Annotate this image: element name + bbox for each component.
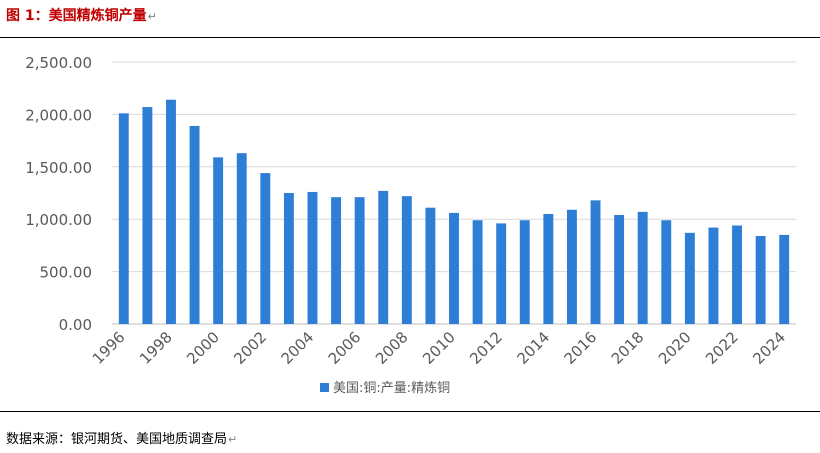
bar-2017 (614, 215, 625, 324)
bar-2007 (378, 190, 389, 324)
y-tick-label: 1,000.00 (25, 211, 92, 229)
source-text: 数据来源：银河期货、美国地质调查局 (6, 432, 228, 447)
bar-2012 (496, 223, 507, 324)
x-tick-label: 2024 (749, 328, 789, 368)
legend-swatch (320, 383, 329, 392)
bar-2003 (283, 193, 294, 324)
x-tick-label: 2020 (655, 328, 695, 368)
bar-2000 (213, 157, 224, 324)
bars (118, 99, 790, 325)
bar-2023 (755, 235, 766, 324)
copper-production-chart: 0.00 500.00 1,000.00 1,500.00 2,000.00 2,500.… (25, 54, 796, 396)
bar-2004 (307, 191, 318, 324)
bar-2018 (637, 211, 648, 324)
bar-2022 (732, 225, 742, 324)
y-tick-label: 2,000.00 (25, 106, 92, 124)
x-tick-label: 2004 (278, 328, 318, 368)
x-tick-label: 2008 (372, 328, 412, 368)
paragraph-mark-icon: ↵ (147, 10, 157, 23)
bar-2008 (401, 196, 412, 324)
bar-2015 (566, 209, 577, 324)
bar-2009 (425, 207, 436, 324)
x-tick-label: 2012 (466, 328, 506, 368)
x-tick-label: 2014 (513, 328, 553, 368)
y-tick-label: 1,500.00 (25, 159, 92, 177)
bar-2021 (708, 227, 719, 324)
bar-2005 (331, 197, 342, 324)
bar-1997 (142, 107, 153, 325)
bar-2019 (661, 220, 672, 324)
bar-1998 (166, 99, 176, 324)
legend: 美国:铜:产量:精炼铜 (320, 381, 450, 396)
x-tick-label: 2000 (183, 328, 223, 368)
bar-2016 (590, 200, 601, 324)
x-tick-label: 1996 (89, 328, 129, 368)
y-axis-labels: 0.00 500.00 1,000.00 1,500.00 2,000.00 2,500.… (25, 54, 92, 334)
bar-2014 (543, 213, 554, 324)
bar-2006 (354, 197, 365, 324)
y-tick-label: 2,500.00 (25, 54, 92, 72)
x-tick-label: 2022 (702, 328, 742, 368)
paragraph-mark-icon-2: ↵ (228, 433, 238, 446)
x-tick-label: 2018 (608, 328, 648, 368)
x-tick-label: 1998 (136, 328, 176, 368)
x-tick-label: 2002 (230, 328, 270, 368)
source-note: 数据来源：银河期货、美国地质调查局↵ (6, 428, 237, 447)
x-tick-label: 2010 (419, 328, 459, 368)
figure-title-text: 图 1：美国精炼铜产量 (6, 8, 147, 24)
bottom-rule (0, 411, 820, 412)
bar-1999 (189, 125, 200, 324)
bar-2013 (519, 220, 530, 324)
x-axis-labels: 1996 1998 2000 2002 2004 2006 2008 2010 2012 2014… (89, 328, 789, 368)
bar-2010 (449, 212, 459, 324)
y-tick-label: 0.00 (59, 316, 92, 334)
figure-title: 图 1：美国精炼铜产量↵ (6, 5, 157, 25)
grid-lines (112, 61, 796, 325)
top-rule (0, 37, 820, 38)
bar-2024 (779, 234, 790, 324)
bar-2002 (260, 173, 271, 324)
bar-2020 (684, 232, 695, 324)
bar-2011 (472, 220, 483, 324)
bar-1996 (118, 113, 129, 325)
y-tick-label: 500.00 (40, 264, 93, 282)
x-tick-label: 2016 (561, 328, 601, 368)
legend-label: 美国:铜:产量:精炼铜 (333, 381, 450, 396)
x-tick-label: 2006 (325, 328, 365, 368)
bar-2001 (236, 153, 247, 324)
